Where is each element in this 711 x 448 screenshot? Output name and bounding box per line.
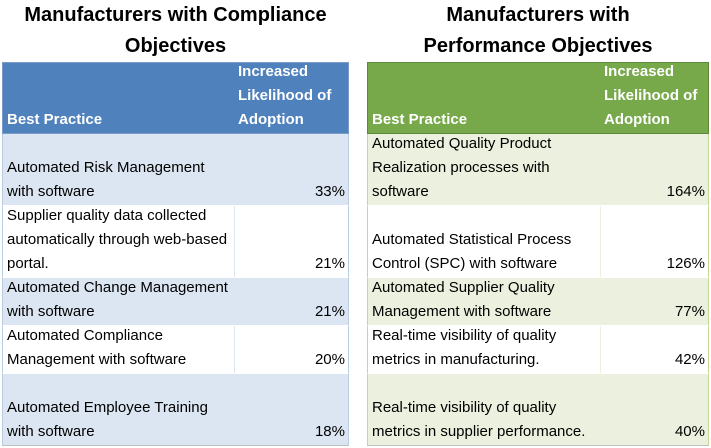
table-row: Automated Quality Product Realization pr… — [367, 134, 709, 206]
likelihood-cell: 77% — [674, 303, 705, 320]
likelihood-cell: 21% — [314, 255, 345, 272]
likelihood-cell: 21% — [314, 303, 345, 320]
table-row: Real-time visibility of quality metrics … — [367, 326, 709, 374]
performance-table-header: Best Practice Increased Likelihood of Ad… — [367, 62, 709, 134]
table-row: Automated Risk Management with software … — [2, 134, 349, 206]
practice-cell: Automated Change Management with softwar… — [7, 279, 228, 320]
table-row: Supplier quality data collected automati… — [2, 206, 349, 278]
table-row: Automated Supplier Quality Management wi… — [367, 278, 709, 326]
practice-cell: Supplier quality data collected automati… — [3, 206, 235, 277]
compliance-table-body: Automated Risk Management with software … — [2, 134, 349, 446]
practice-cell: Real-time visibility of quality metrics … — [372, 399, 586, 440]
performance-title-text: Manufacturers with Performance Objective… — [423, 4, 653, 57]
performance-table-body: Automated Quality Product Realization pr… — [367, 134, 709, 446]
table-row: Automated Employee Training with softwar… — [2, 374, 349, 446]
practice-cell: Real-time visibility of quality metrics … — [368, 326, 601, 373]
likelihood-cell: 18% — [314, 423, 345, 440]
performance-header-practice: Best Practice — [372, 111, 468, 128]
performance-header-likelihood: Increased Likelihood of Adoption — [604, 63, 698, 128]
compliance-header-practice: Best Practice — [7, 111, 103, 128]
table-row: Automated Statistical Process Control (S… — [367, 206, 709, 278]
practice-cell: Automated Compliance Management with sof… — [3, 326, 235, 373]
table-row: Automated Change Management with softwar… — [2, 278, 349, 326]
practice-cell: Automated Risk Management with software — [7, 159, 205, 200]
likelihood-cell: 33% — [314, 183, 345, 200]
table-row: Real-time visibility of quality metrics … — [367, 374, 709, 446]
performance-panel-title: Manufacturers with Performance Objective… — [367, 0, 709, 62]
practice-cell: Automated Statistical Process Control (S… — [368, 206, 601, 277]
likelihood-cell: 42% — [674, 351, 705, 368]
likelihood-cell: 126% — [666, 255, 705, 272]
compliance-table-header: Best Practice Increased Likelihood of Ad… — [2, 62, 349, 134]
table-row: Automated Compliance Management with sof… — [2, 326, 349, 374]
performance-panel: Manufacturers with Performance Objective… — [367, 0, 709, 446]
likelihood-cell: 40% — [674, 423, 705, 440]
practice-cell: Automated Employee Training with softwar… — [7, 399, 208, 440]
compliance-header-likelihood: Increased Likelihood of Adoption — [238, 63, 332, 128]
practice-cell: Automated Quality Product Realization pr… — [372, 135, 552, 200]
practice-cell: Automated Supplier Quality Management wi… — [372, 279, 555, 320]
likelihood-cell: 20% — [314, 351, 345, 368]
compliance-panel: Manufacturers with Compliance Objectives… — [2, 0, 349, 446]
likelihood-cell: 164% — [666, 183, 705, 200]
compliance-title-text: Manufacturers with Compliance Objectives — [24, 4, 327, 57]
compliance-panel-title: Manufacturers with Compliance Objectives — [2, 0, 349, 62]
